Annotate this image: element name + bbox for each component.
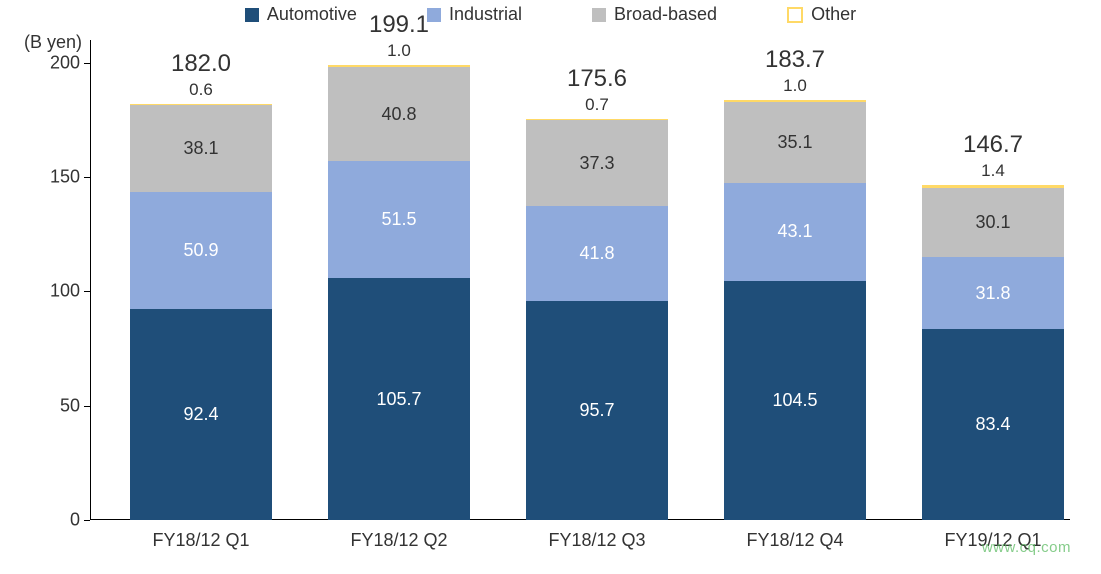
other-value-label: 1.0 [783, 76, 807, 96]
segment-industrial: 31.8 [922, 257, 1064, 330]
y-tick-mark [84, 291, 90, 292]
segment-broad: 40.8 [328, 67, 470, 160]
segment-industrial: 43.1 [724, 183, 866, 282]
segment-broad: 30.1 [922, 188, 1064, 257]
segment-other [724, 100, 866, 102]
y-tick-label: 0 [70, 510, 80, 531]
segment-industrial: 50.9 [130, 192, 272, 308]
segment-value-label: 105.7 [376, 389, 421, 410]
segment-automotive: 104.5 [724, 281, 866, 520]
y-tick-mark [84, 63, 90, 64]
legend-label: Automotive [267, 4, 357, 25]
segment-broad: 38.1 [130, 105, 272, 192]
other-value-label: 0.6 [189, 80, 213, 100]
legend-item-other: Other [787, 4, 856, 25]
segment-value-label: 31.8 [975, 283, 1010, 304]
segment-value-label: 43.1 [777, 221, 812, 242]
watermark-text: www.cq.com [982, 539, 1071, 556]
segment-value-label: 30.1 [975, 212, 1010, 233]
segment-value-label: 50.9 [183, 240, 218, 261]
legend-item-automotive: Automotive [245, 4, 357, 25]
segment-value-label: 40.8 [381, 104, 416, 125]
y-tick-label: 100 [50, 281, 80, 302]
segment-automotive: 92.4 [130, 309, 272, 520]
y-tick-mark [84, 406, 90, 407]
industrial-swatch-icon [427, 8, 441, 22]
other-value-label: 0.7 [585, 95, 609, 115]
bar-total-label: 175.6 [567, 65, 627, 93]
automotive-swatch-icon [245, 8, 259, 22]
broad-swatch-icon [592, 8, 606, 22]
other-value-label: 1.0 [387, 41, 411, 61]
segment-value-label: 92.4 [183, 404, 218, 425]
x-category-label: FY18/12 Q3 [548, 530, 645, 551]
legend: Automotive Industrial Broad-based Other [0, 4, 1101, 25]
bar-total-label: 199.1 [369, 11, 429, 39]
x-category-label: FY18/12 Q2 [350, 530, 447, 551]
segment-value-label: 95.7 [579, 400, 614, 421]
y-tick-mark [84, 520, 90, 521]
y-tick-label: 150 [50, 167, 80, 188]
y-tick-label: 50 [60, 395, 80, 416]
legend-label: Broad-based [614, 4, 717, 25]
bars-container: 92.450.938.10.6182.0FY18/12 Q1105.751.54… [90, 40, 1070, 520]
segment-other [328, 65, 470, 67]
segment-value-label: 35.1 [777, 132, 812, 153]
segment-other [922, 185, 1064, 188]
segment-industrial: 51.5 [328, 161, 470, 279]
segment-value-label: 51.5 [381, 209, 416, 230]
x-category-label: FY18/12 Q4 [746, 530, 843, 551]
segment-automotive: 95.7 [526, 301, 668, 520]
bar-total-label: 183.7 [765, 46, 825, 74]
segment-broad: 37.3 [526, 120, 668, 205]
segment-other [526, 119, 668, 121]
segment-broad: 35.1 [724, 102, 866, 182]
segment-industrial: 41.8 [526, 206, 668, 302]
y-tick-mark [84, 177, 90, 178]
other-value-label: 1.4 [981, 161, 1005, 181]
legend-item-industrial: Industrial [427, 4, 522, 25]
other-swatch-icon [787, 7, 803, 23]
legend-label: Industrial [449, 4, 522, 25]
y-axis-unit-label: (B yen) [24, 32, 82, 53]
y-tick-label: 200 [50, 52, 80, 73]
segment-automotive: 83.4 [922, 329, 1064, 520]
legend-label: Other [811, 4, 856, 25]
segment-value-label: 104.5 [772, 390, 817, 411]
bar-total-label: 182.0 [171, 50, 231, 78]
segment-value-label: 41.8 [579, 243, 614, 264]
segment-automotive: 105.7 [328, 278, 470, 520]
plot-area: 92.450.938.10.6182.0FY18/12 Q1105.751.54… [90, 40, 1070, 520]
segment-value-label: 38.1 [183, 138, 218, 159]
legend-item-broad: Broad-based [592, 4, 717, 25]
segment-value-label: 37.3 [579, 153, 614, 174]
segment-value-label: 83.4 [975, 414, 1010, 435]
segment-other [130, 104, 272, 105]
bar-total-label: 146.7 [963, 131, 1023, 159]
x-category-label: FY18/12 Q1 [152, 530, 249, 551]
stacked-bar-chart: (B yen) Automotive Industrial Broad-based O… [0, 0, 1101, 574]
